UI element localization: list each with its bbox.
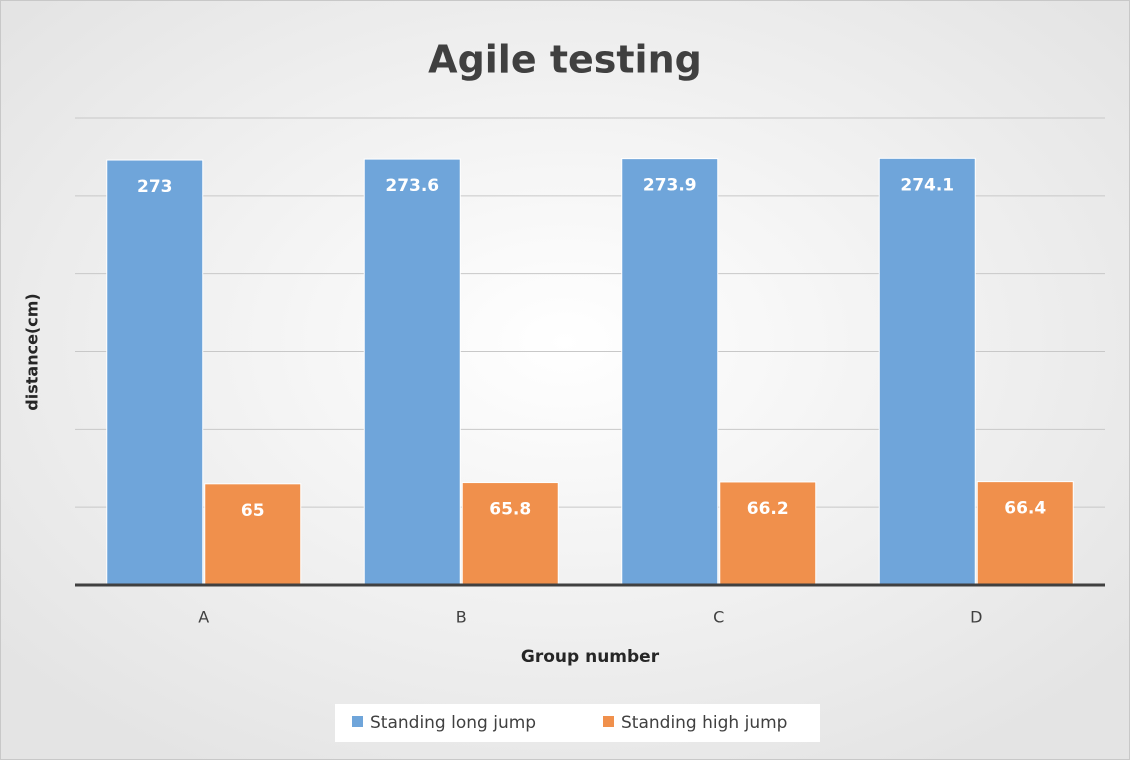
bar <box>461 482 559 586</box>
bar <box>621 158 719 586</box>
x-tick-label: B <box>456 608 467 627</box>
bar <box>976 481 1074 586</box>
bar <box>878 157 976 586</box>
value-label: 65.8 <box>489 500 531 520</box>
value-label: 273.9 <box>643 176 697 196</box>
value-label: 66.2 <box>747 499 789 519</box>
bar <box>719 481 817 586</box>
value-label: 274.1 <box>900 175 954 195</box>
value-label: 273.6 <box>385 176 439 196</box>
legend-swatch <box>352 716 363 727</box>
legend-label: Standing high jump <box>621 713 787 733</box>
chart-title: Agile testing <box>428 38 702 82</box>
x-tick-label: D <box>970 608 982 627</box>
value-label: 273 <box>137 177 173 197</box>
bar <box>106 159 204 586</box>
bar <box>204 483 302 586</box>
legend-swatch <box>603 716 614 727</box>
legend-box <box>335 704 820 742</box>
x-axis-title: Group number <box>521 647 660 667</box>
value-label: 65 <box>241 501 265 521</box>
bar <box>363 158 461 586</box>
x-tick-label: A <box>198 608 209 627</box>
value-label: 66.4 <box>1004 499 1046 519</box>
y-axis-title: distance(cm) <box>23 293 42 410</box>
legend-label: Standing long jump <box>370 713 536 733</box>
x-tick-label: C <box>713 608 724 627</box>
